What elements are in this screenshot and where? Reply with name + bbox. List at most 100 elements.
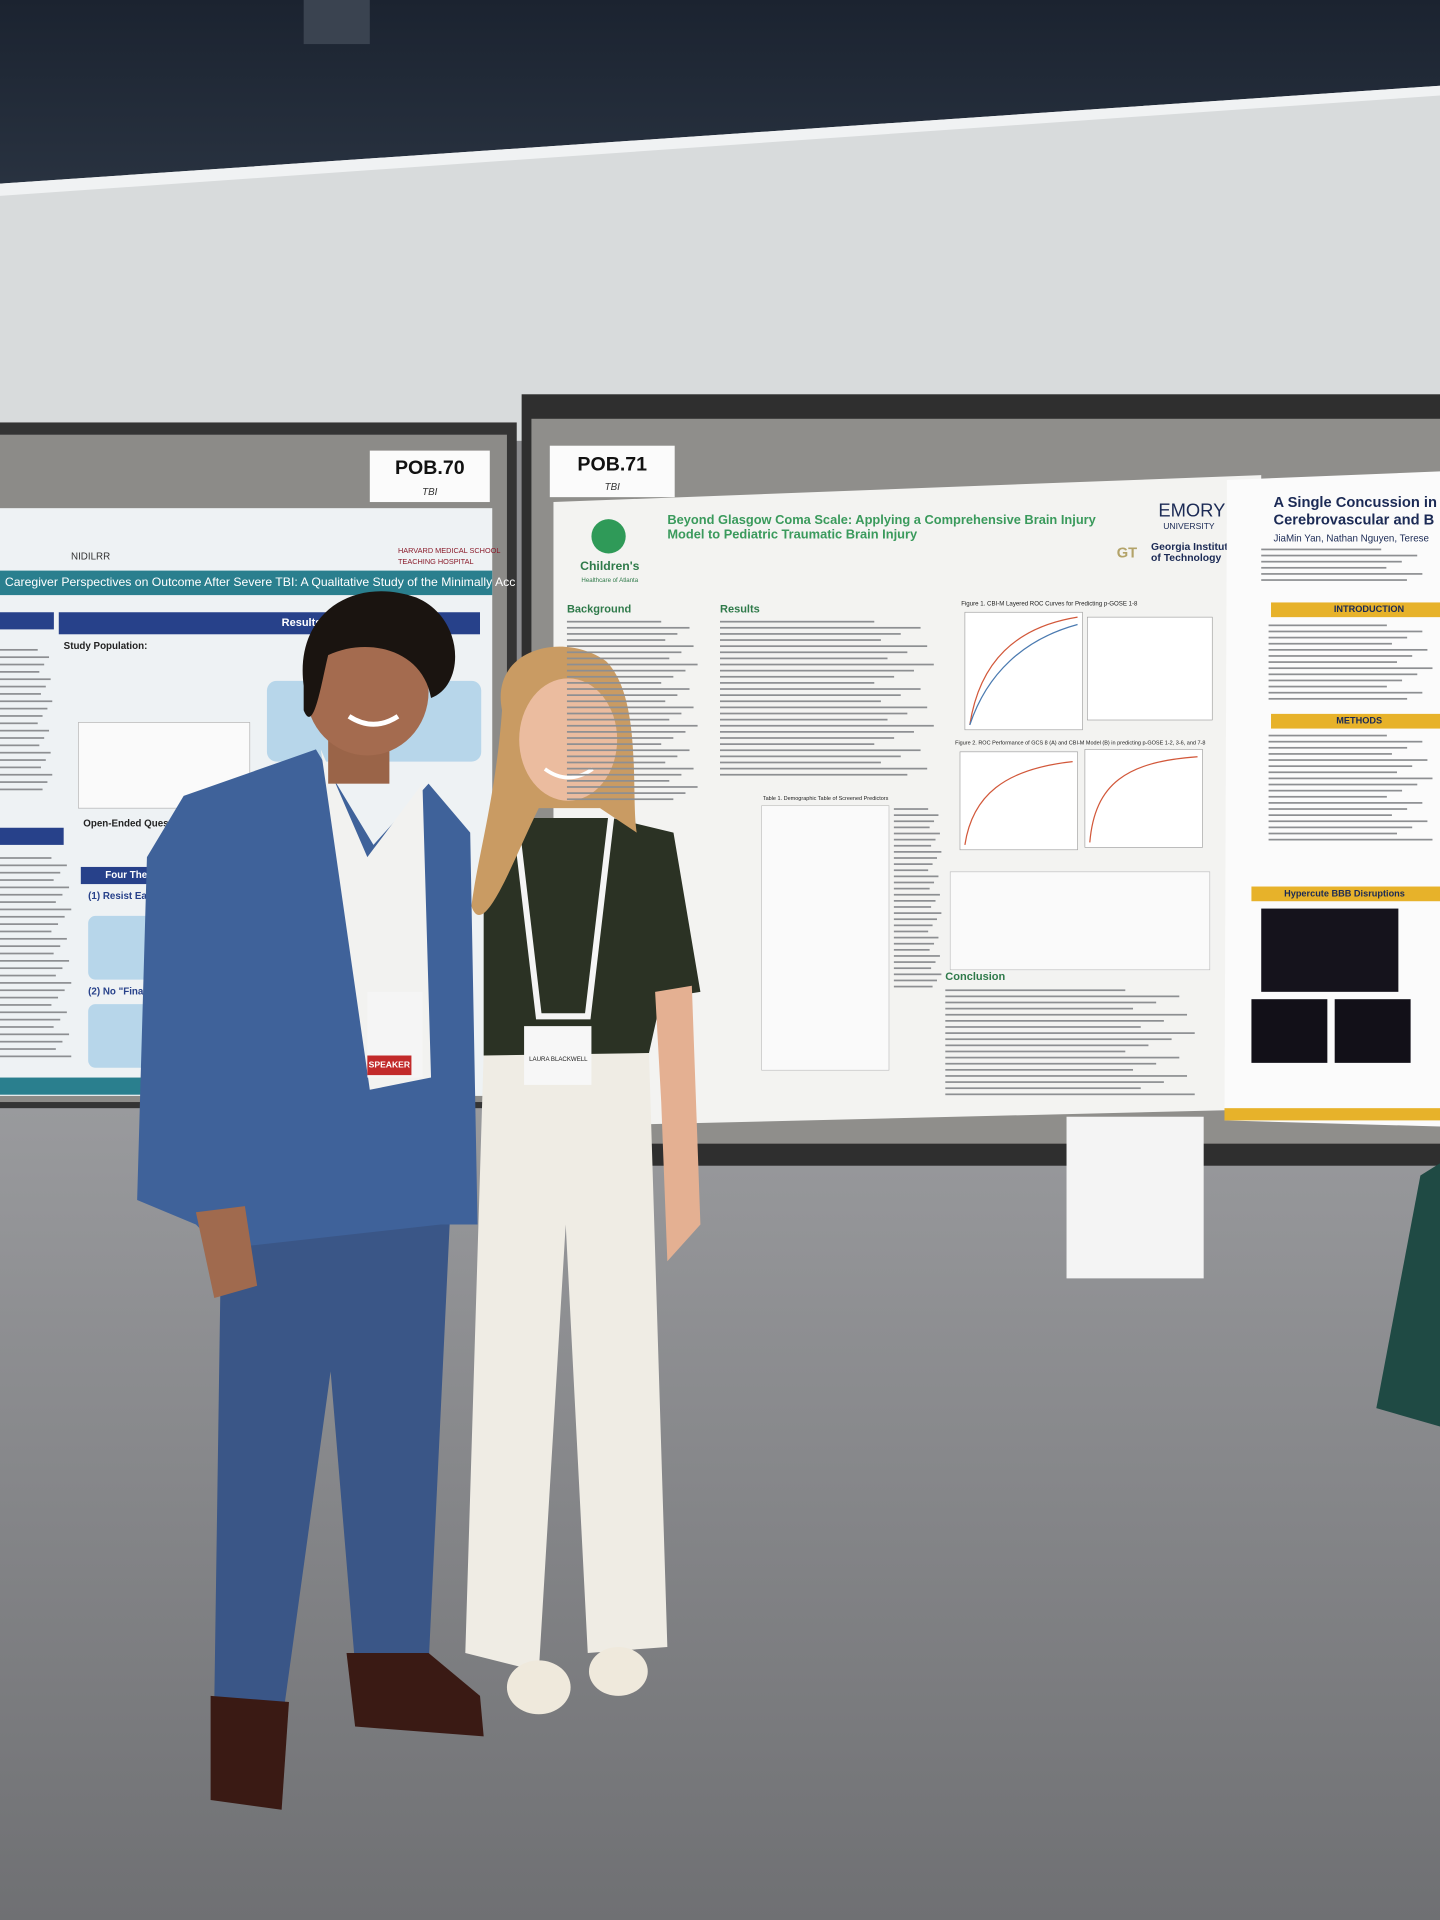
logo-text: EMORY <box>1158 500 1225 521</box>
roc-figure <box>1084 749 1203 848</box>
text-line <box>0 879 54 881</box>
text-line <box>566 780 670 782</box>
text-line <box>720 663 934 666</box>
text-line <box>0 663 45 666</box>
text-line <box>0 751 51 754</box>
shoe <box>506 1660 571 1715</box>
text-line <box>893 961 936 963</box>
text-line <box>566 675 674 678</box>
text-line <box>1261 560 1402 563</box>
logo-text: Children's <box>580 559 640 573</box>
text-line <box>945 1044 1149 1047</box>
text-line <box>566 657 670 660</box>
text-line <box>1268 734 1387 737</box>
text-line <box>945 1038 1172 1041</box>
text-line <box>0 781 48 783</box>
text-line <box>566 620 662 623</box>
text-line <box>720 712 908 715</box>
text-line <box>720 706 928 709</box>
text-line <box>0 707 48 710</box>
booth-topic: TBI <box>422 487 437 498</box>
text-line <box>893 912 942 914</box>
text-line <box>1268 740 1423 743</box>
text-line <box>945 1007 1134 1010</box>
text-line <box>945 1056 1180 1059</box>
booth-code: POB.70 <box>395 457 465 479</box>
text-line <box>945 1020 1164 1022</box>
section-heading: (1) Resist Early Deci <box>88 891 182 902</box>
smile <box>347 714 400 727</box>
text-line <box>893 808 929 810</box>
figure-caption: Figure 1. CBI-M Layered ROC Curves for P… <box>961 600 1138 607</box>
text-line <box>0 1040 63 1043</box>
text-line <box>945 1075 1188 1077</box>
text-line <box>945 1050 1126 1053</box>
text-line <box>1268 655 1413 657</box>
text-line <box>893 918 937 921</box>
text-line <box>0 967 63 970</box>
text-line <box>945 1068 1134 1071</box>
section-heading: Background <box>567 604 631 616</box>
text-line <box>0 974 56 977</box>
text-line <box>566 724 698 727</box>
table <box>949 871 1211 971</box>
text-line <box>566 706 694 709</box>
poster-title: Beyond Glasgow Coma Scale: Applying a Co… <box>667 512 1096 527</box>
text-line <box>893 924 933 927</box>
smile <box>543 767 594 780</box>
text-line <box>893 826 930 829</box>
section-bar <box>0 612 54 630</box>
text-line <box>566 645 694 648</box>
text-line <box>566 743 662 745</box>
logo-icon <box>591 519 626 554</box>
text-line <box>1268 765 1413 768</box>
text-line <box>720 755 901 758</box>
text-line <box>893 875 939 878</box>
ceiling-fixture <box>303 0 370 45</box>
text-line <box>945 1081 1164 1083</box>
text-line <box>1268 679 1403 682</box>
text-line <box>566 786 698 788</box>
text-line <box>1268 661 1397 663</box>
text-line <box>1268 783 1418 786</box>
text-line <box>0 1011 67 1014</box>
paper-sheet <box>1066 1116 1204 1279</box>
text-line <box>566 663 698 666</box>
text-line <box>720 724 934 727</box>
text-line <box>720 682 875 684</box>
text-line <box>566 761 666 764</box>
text-line <box>893 863 933 865</box>
text-line <box>0 722 38 725</box>
text-line <box>1261 579 1407 581</box>
text-line <box>1268 685 1387 688</box>
section-heading: Four Themes <box>105 870 167 881</box>
logo-text: TEACHING HOSPITAL <box>398 557 474 566</box>
figure-legend <box>1087 616 1213 721</box>
section-bar <box>0 827 64 845</box>
text-line <box>0 656 50 659</box>
text-line <box>945 1001 1157 1004</box>
text-line <box>1268 746 1408 749</box>
text-line <box>893 942 935 945</box>
text-line <box>0 737 45 739</box>
text-line <box>1268 832 1397 835</box>
text-line <box>1261 548 1382 551</box>
text-line <box>893 973 942 976</box>
text-line <box>566 718 670 721</box>
section-heading: Results <box>720 604 760 616</box>
text-line <box>720 633 901 635</box>
text-line <box>0 886 70 889</box>
text-line <box>1268 630 1423 633</box>
text-line <box>945 1093 1195 1096</box>
text-line <box>566 755 678 758</box>
text-line <box>0 648 38 651</box>
text-line <box>893 985 933 988</box>
text-line <box>1268 777 1433 780</box>
roc-curve <box>969 623 1078 726</box>
text-line <box>566 712 682 715</box>
figure-caption: Table 1. Demographic Table of Screened P… <box>763 796 889 802</box>
logo-text: HARVARD MEDICAL SCHOOL <box>398 546 500 555</box>
text-line <box>720 645 928 648</box>
text-line <box>0 893 63 896</box>
